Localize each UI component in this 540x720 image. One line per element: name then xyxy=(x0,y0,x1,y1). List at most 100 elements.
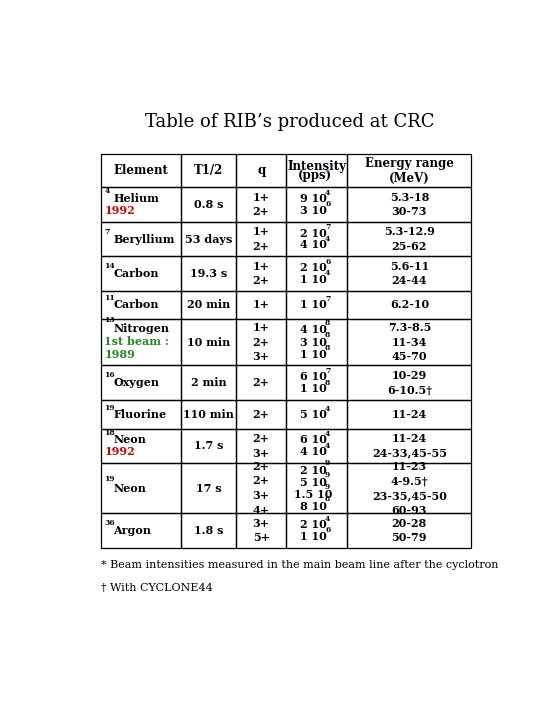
Text: Fluorine: Fluorine xyxy=(113,409,167,420)
Bar xyxy=(286,365,347,400)
Bar xyxy=(180,428,236,463)
Bar xyxy=(347,513,471,548)
Text: Neon: Neon xyxy=(113,434,146,446)
Text: 19: 19 xyxy=(104,404,115,412)
Text: 36: 36 xyxy=(104,519,115,527)
Text: 4 10: 4 10 xyxy=(300,239,327,251)
Text: 18: 18 xyxy=(104,428,115,436)
Text: 1+
2+: 1+ 2+ xyxy=(253,192,269,217)
Text: 2 10: 2 10 xyxy=(300,464,327,476)
Text: 2+
2+
3+
4+: 2+ 2+ 3+ 4+ xyxy=(253,461,269,516)
Bar xyxy=(101,513,180,548)
Text: 1+
2+
3+: 1+ 2+ 3+ xyxy=(253,322,269,362)
Bar xyxy=(101,365,180,400)
Bar xyxy=(286,187,347,222)
Bar xyxy=(347,256,471,291)
Text: 2+: 2+ xyxy=(253,409,269,420)
Text: 5 10: 5 10 xyxy=(300,477,327,487)
Text: 6 10: 6 10 xyxy=(300,434,327,446)
Bar xyxy=(347,365,471,400)
Bar xyxy=(347,319,471,365)
Text: *: * xyxy=(325,168,330,178)
Bar xyxy=(236,463,286,513)
Text: 4: 4 xyxy=(325,269,330,277)
Bar xyxy=(286,319,347,365)
Text: 14: 14 xyxy=(104,262,115,270)
Bar xyxy=(180,154,236,187)
Bar xyxy=(236,365,286,400)
Text: Helium: Helium xyxy=(113,193,159,204)
Text: 9 10: 9 10 xyxy=(300,193,327,204)
Text: 11-24: 11-24 xyxy=(392,409,427,420)
Text: 5.6-11
24-44: 5.6-11 24-44 xyxy=(390,261,429,287)
Text: 1 10: 1 10 xyxy=(300,274,327,285)
Text: 3 10: 3 10 xyxy=(300,205,327,216)
Text: 1 10: 1 10 xyxy=(300,531,327,541)
Text: 7: 7 xyxy=(104,228,110,235)
Text: 9: 9 xyxy=(325,459,330,467)
Text: 6: 6 xyxy=(325,526,330,534)
Text: 2+
3+: 2+ 3+ xyxy=(253,433,269,459)
Text: 1.7 s: 1.7 s xyxy=(194,441,223,451)
Text: 110 min: 110 min xyxy=(183,409,234,420)
Text: 11-24
24-33,45-55: 11-24 24-33,45-55 xyxy=(372,433,447,459)
Text: * Beam intensities measured in the main beam line after the cyclotron: * Beam intensities measured in the main … xyxy=(101,560,498,570)
Text: Nitrogen: Nitrogen xyxy=(113,323,170,333)
Text: Intensity: Intensity xyxy=(287,160,346,173)
Bar xyxy=(236,319,286,365)
Bar xyxy=(101,428,180,463)
Text: 4: 4 xyxy=(325,515,330,523)
Text: 8: 8 xyxy=(325,343,330,352)
Bar xyxy=(347,291,471,319)
Bar xyxy=(236,154,286,187)
Text: 53 days: 53 days xyxy=(185,233,232,245)
Bar xyxy=(347,400,471,428)
Bar xyxy=(180,513,236,548)
Bar xyxy=(180,400,236,428)
Text: Oxygen: Oxygen xyxy=(113,377,159,388)
Text: 1+: 1+ xyxy=(253,300,269,310)
Text: 1989: 1989 xyxy=(104,348,135,359)
Text: T1/2: T1/2 xyxy=(194,164,223,177)
Bar xyxy=(101,187,180,222)
Bar xyxy=(286,400,347,428)
Text: 16: 16 xyxy=(104,372,115,379)
Text: 8 10: 8 10 xyxy=(300,500,327,512)
Bar xyxy=(286,291,347,319)
Text: 0.8 s: 0.8 s xyxy=(194,199,223,210)
Text: Argon: Argon xyxy=(113,525,152,536)
Bar xyxy=(236,428,286,463)
Bar xyxy=(286,222,347,256)
Text: 4 10: 4 10 xyxy=(300,446,327,457)
Text: 4: 4 xyxy=(104,187,110,195)
Bar xyxy=(286,513,347,548)
Text: 7: 7 xyxy=(325,366,330,374)
Text: (pps): (pps) xyxy=(298,168,332,181)
Text: 8: 8 xyxy=(325,495,330,503)
Text: 11: 11 xyxy=(104,294,115,302)
Text: Energy range
(MeV): Energy range (MeV) xyxy=(365,157,454,185)
Bar xyxy=(180,187,236,222)
Bar xyxy=(236,222,286,256)
Bar xyxy=(347,187,471,222)
Text: 5.3-18
30-73: 5.3-18 30-73 xyxy=(390,192,429,217)
Bar xyxy=(101,222,180,256)
Text: 1992: 1992 xyxy=(104,446,135,457)
Text: 1 10: 1 10 xyxy=(300,383,327,395)
Text: 5 10: 5 10 xyxy=(300,409,327,420)
Text: 6 10: 6 10 xyxy=(300,372,327,382)
Text: 1+
2+: 1+ 2+ xyxy=(253,261,269,287)
Bar xyxy=(101,319,180,365)
Text: 2 10: 2 10 xyxy=(300,262,327,273)
Text: 10 min: 10 min xyxy=(187,336,230,348)
Text: 1+
2+: 1+ 2+ xyxy=(253,226,269,252)
Text: 2 10: 2 10 xyxy=(300,228,327,238)
Text: Beryllium: Beryllium xyxy=(113,233,175,245)
Text: 2+: 2+ xyxy=(253,377,269,388)
Bar xyxy=(101,463,180,513)
Text: 1.8 s: 1.8 s xyxy=(194,525,223,536)
Bar xyxy=(180,256,236,291)
Text: Table of RIB’s produced at CRC: Table of RIB’s produced at CRC xyxy=(145,114,434,132)
Text: 3+
5+: 3+ 5+ xyxy=(253,518,269,543)
Text: 20-28
50-79: 20-28 50-79 xyxy=(392,518,427,543)
